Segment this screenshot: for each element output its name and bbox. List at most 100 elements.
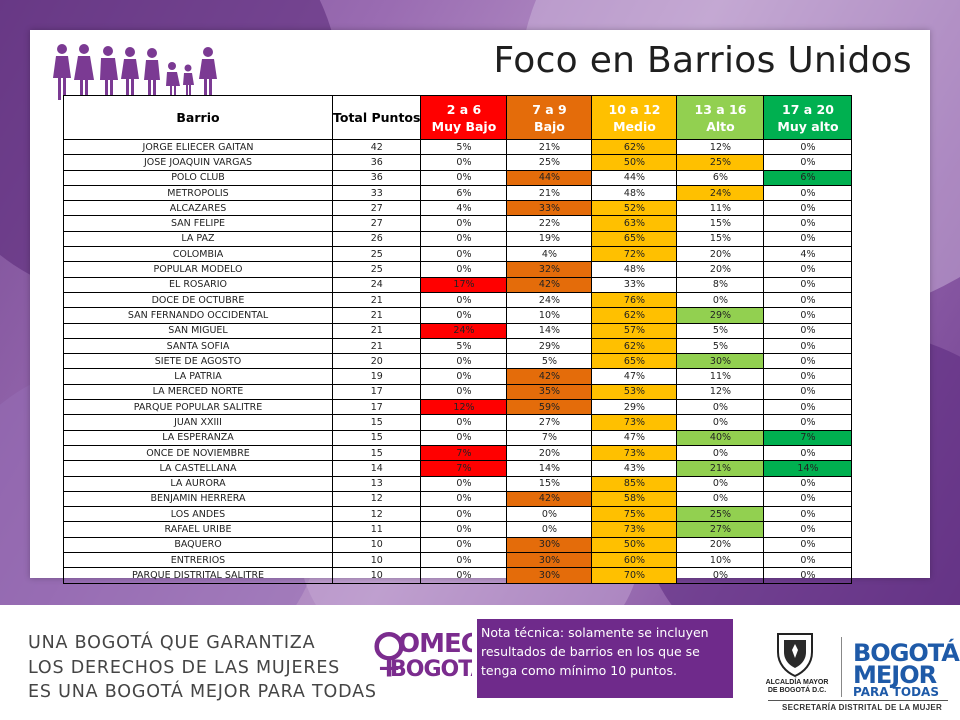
- medio-cell: 73%: [591, 444, 678, 462]
- table-row: EL ROSARIO 24 17% 42% 33% 8% 0%: [63, 276, 853, 293]
- bajo-cell: 42%: [506, 490, 593, 508]
- table-row: METROPOLIS 33 6% 21% 48% 24% 0%: [63, 184, 853, 202]
- muy-bajo-cell: 0%: [420, 154, 508, 171]
- barrio-name-cell: LA ESPERANZA: [63, 429, 333, 446]
- barrio-name-cell: POPULAR MODELO: [63, 261, 333, 278]
- bajo-cell: 30%: [506, 567, 593, 584]
- muy-bajo-cell: 7%: [420, 444, 508, 462]
- medio-cell: 62%: [591, 138, 678, 156]
- header-muy-bajo: 2 a 6 Muy Bajo: [420, 95, 508, 140]
- medio-cell: 57%: [591, 322, 678, 339]
- table-row: JOSE JOAQUIN VARGAS 36 0% 25% 50% 25% 0%: [63, 154, 853, 171]
- total-puntos-cell: 21: [331, 322, 422, 339]
- medio-cell: 50%: [591, 154, 678, 171]
- medio-cell: 72%: [591, 246, 678, 263]
- medio-cell: 48%: [591, 261, 678, 278]
- bajo-cell: 27%: [506, 414, 593, 431]
- alcaldia-logo-text: ALCALDÍA MAYOR DE BOGOTÁ D.C.: [765, 679, 829, 694]
- total-puntos-cell: 10: [331, 567, 422, 584]
- total-puntos-cell: 14: [331, 460, 422, 477]
- bajo-cell: 42%: [506, 368, 593, 385]
- table-row: LA PATRIA 19 0% 42% 47% 11% 0%: [63, 368, 853, 385]
- alto-cell: 12%: [676, 383, 765, 401]
- page-title: Foco en Barrios Unidos: [493, 40, 912, 81]
- table-row: ALCAZARES 27 4% 33% 52% 11% 0%: [63, 200, 853, 217]
- table-row: ONCE DE NOVIEMBRE 15 7% 20% 73% 0% 0%: [63, 444, 853, 462]
- barrio-name-cell: LA AURORA: [63, 475, 333, 492]
- barrio-name-cell: RAFAEL URIBE: [63, 521, 333, 538]
- table-row: DOCE DE OCTUBRE 21 0% 24% 76% 0% 0%: [63, 291, 853, 309]
- muy-bajo-cell: 0%: [420, 475, 508, 492]
- muy-alto-cell: 0%: [763, 490, 853, 508]
- medio-cell: 75%: [591, 506, 678, 523]
- barrio-name-cell: ALCAZARES: [63, 200, 333, 217]
- table-row: JORGE ELIECER GAITAN 42 5% 21% 62% 12% 0%: [63, 138, 853, 156]
- bajo-cell: 25%: [506, 154, 593, 171]
- medio-cell: 70%: [591, 567, 678, 584]
- muy-alto-cell: 0%: [763, 215, 853, 232]
- bajo-cell: 20%: [506, 444, 593, 462]
- table-row: LA CASTELLANA 14 7% 14% 43% 21% 14%: [63, 460, 853, 477]
- bajo-cell: 4%: [506, 246, 593, 263]
- total-puntos-cell: 24: [331, 276, 422, 293]
- bajo-cell: 0%: [506, 521, 593, 538]
- muy-bajo-cell: 0%: [420, 169, 508, 186]
- medio-cell: 33%: [591, 276, 678, 293]
- barrio-name-cell: SIETE DE AGOSTO: [63, 353, 333, 370]
- table-row: JUAN XXIII 15 0% 27% 73% 0% 0%: [63, 414, 853, 431]
- muy-alto-cell: 0%: [763, 337, 853, 355]
- table-row: LA ESPERANZA 15 0% 7% 47% 40% 7%: [63, 429, 853, 446]
- muy-bajo-cell: 0%: [420, 368, 508, 385]
- total-puntos-cell: 21: [331, 291, 422, 309]
- slogan-line: ES UNA BOGOTÁ MEJOR PARA TODAS: [28, 682, 377, 702]
- total-puntos-cell: 15: [331, 444, 422, 462]
- total-puntos-cell: 25: [331, 261, 422, 278]
- bajo-cell: 30%: [506, 552, 593, 569]
- total-puntos-cell: 15: [331, 414, 422, 431]
- medio-cell: 50%: [591, 536, 678, 554]
- medio-cell: 47%: [591, 429, 678, 446]
- alto-cell: 5%: [676, 337, 765, 355]
- bajo-cell: 30%: [506, 536, 593, 554]
- muy-alto-cell: 0%: [763, 536, 853, 554]
- bajo-cell: 21%: [506, 138, 593, 156]
- note-divider: [472, 619, 477, 698]
- table-body: JORGE ELIECER GAITAN 42 5% 21% 62% 12% 0% JOSE …: [63, 138, 853, 584]
- table-row: PARQUE DISTRITAL SALITRE 10 0% 30% 70% 0% 0%: [63, 567, 853, 584]
- table-row: COLOMBIA 25 0% 4% 72% 20% 4%: [63, 246, 853, 263]
- muy-bajo-cell: 24%: [420, 322, 508, 339]
- alto-cell: 0%: [676, 475, 765, 492]
- muy-alto-cell: 0%: [763, 184, 853, 202]
- bogota-mejor-logo-line3: PARA TODAS: [853, 685, 939, 699]
- barrio-name-cell: LOS ANDES: [63, 506, 333, 523]
- medio-cell: 62%: [591, 307, 678, 324]
- muy-alto-cell: 0%: [763, 138, 853, 156]
- total-puntos-cell: 15: [331, 429, 422, 446]
- secretaria-label: SECRETARÍA DISTRITAL DE LA MUJER: [782, 703, 943, 712]
- alto-cell: 15%: [676, 215, 765, 232]
- table-row: LOS ANDES 12 0% 0% 75% 25% 0%: [63, 506, 853, 523]
- alto-cell: 25%: [676, 506, 765, 523]
- total-puntos-cell: 36: [331, 169, 422, 186]
- medio-cell: 65%: [591, 353, 678, 370]
- alto-cell: 6%: [676, 169, 765, 186]
- barrio-name-cell: POLO CLUB: [63, 169, 333, 186]
- total-puntos-cell: 12: [331, 490, 422, 508]
- total-puntos-cell: 21: [331, 307, 422, 324]
- muy-bajo-cell: 0%: [420, 567, 508, 584]
- muy-alto-cell: 0%: [763, 353, 853, 370]
- muy-bajo-cell: 0%: [420, 261, 508, 278]
- barrio-name-cell: BAQUERO: [63, 536, 333, 554]
- table-row: PARQUE POPULAR SALITRE 17 12% 59% 29% 0% 0%: [63, 399, 853, 416]
- total-puntos-cell: 27: [331, 215, 422, 232]
- muy-alto-cell: 14%: [763, 460, 853, 477]
- muy-bajo-cell: 0%: [420, 230, 508, 248]
- muy-alto-cell: 0%: [763, 414, 853, 431]
- table-row: LA AURORA 13 0% 15% 85% 0% 0%: [63, 475, 853, 492]
- barrio-name-cell: METROPOLIS: [63, 184, 333, 202]
- bajo-cell: 59%: [506, 399, 593, 416]
- medio-cell: 48%: [591, 184, 678, 202]
- campaign-slogan: UNA BOGOTÁ QUE GARANTIZA LOS DERECHOS DE…: [28, 631, 377, 705]
- barrio-name-cell: ONCE DE NOVIEMBRE: [63, 444, 333, 462]
